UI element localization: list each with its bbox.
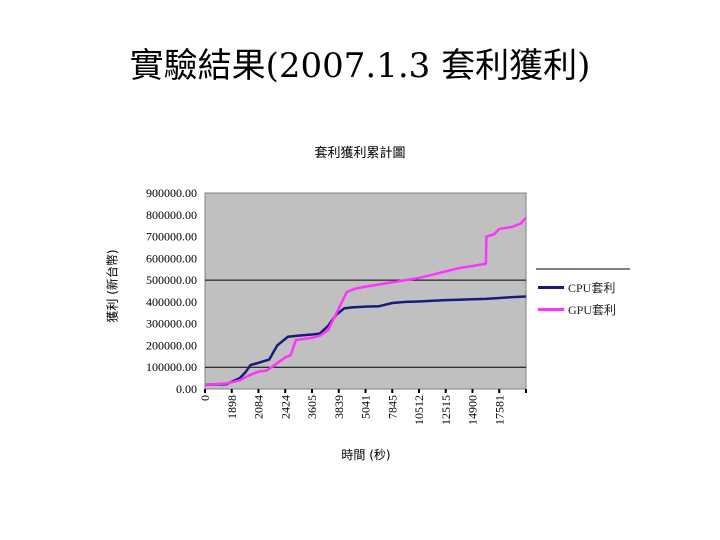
x-tick-label: 14900 bbox=[466, 395, 480, 425]
chart-legend: CPU套利 GPU套利 bbox=[538, 276, 616, 320]
x-tick-label: 17581 bbox=[492, 395, 506, 425]
legend-item-gpu: GPU套利 bbox=[538, 298, 616, 320]
y-tick-label: 800000.00 bbox=[146, 208, 197, 222]
y-axis-label: 獲利 (新台幣) bbox=[105, 249, 120, 323]
x-axis-label: 時間 (秒) bbox=[341, 448, 391, 462]
y-tick-label: 200000.00 bbox=[146, 338, 197, 352]
x-tick-label: 5041 bbox=[359, 395, 373, 419]
y-tick-label: 300000.00 bbox=[146, 317, 197, 331]
x-tick-label: 12515 bbox=[439, 395, 453, 425]
chart-title: 套利獲利累計圖 bbox=[314, 146, 406, 161]
series-line-cpu bbox=[204, 295, 527, 386]
y-tick-label: 400000.00 bbox=[146, 295, 197, 309]
y-tick-label: 600000.00 bbox=[146, 251, 197, 265]
series-line-gpu bbox=[204, 217, 527, 386]
legend-item-cpu: CPU套利 bbox=[538, 276, 616, 298]
x-tick-label: 3839 bbox=[332, 395, 346, 419]
x-tick-label: 2084 bbox=[252, 395, 266, 419]
y-tick-label: 0.00 bbox=[176, 382, 197, 396]
legend-label-gpu: GPU套利 bbox=[568, 302, 617, 317]
legend-swatch-gpu bbox=[538, 307, 564, 311]
x-tick-label: 2424 bbox=[278, 395, 292, 419]
legend-label-cpu: CPU套利 bbox=[568, 280, 616, 295]
x-tick-label: 7845 bbox=[385, 395, 399, 419]
x-tick-label: 3605 bbox=[305, 395, 319, 419]
x-tick-label: 10512 bbox=[412, 395, 426, 425]
plot-area bbox=[204, 192, 527, 390]
y-tick-label: 500000.00 bbox=[146, 273, 197, 287]
legend-swatch-cpu bbox=[538, 285, 564, 289]
y-tick-label: 100000.00 bbox=[146, 360, 197, 374]
x-tick-label: 1898 bbox=[225, 395, 239, 419]
y-tick-label: 900000.00 bbox=[146, 186, 197, 200]
x-tick-label: 0 bbox=[198, 395, 212, 401]
slide-title: 實驗結果(2007.1.3 套利獲利) bbox=[129, 46, 591, 86]
y-tick-label: 700000.00 bbox=[146, 230, 197, 244]
